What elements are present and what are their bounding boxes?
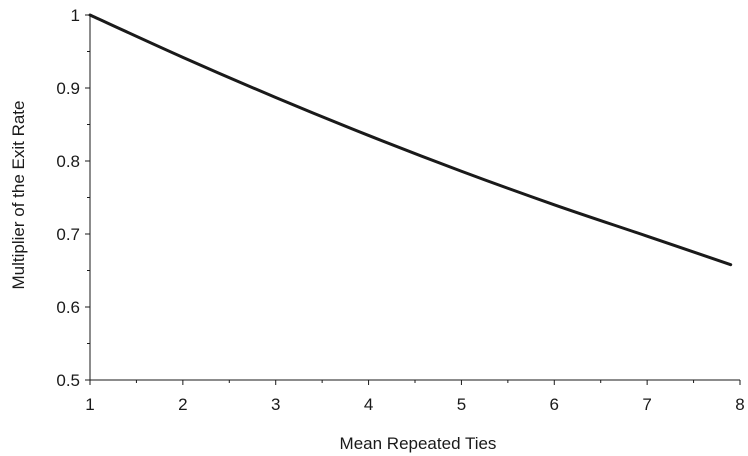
tick-marks xyxy=(85,14,741,385)
x-tick-label-6: 6 xyxy=(550,395,559,414)
x-tick-label-3: 3 xyxy=(271,395,280,414)
y-tick-label-0.7: 0.7 xyxy=(56,225,80,244)
x-tick-label-2: 2 xyxy=(178,395,187,414)
y-axis-title: Multiplier of the Exit Rate xyxy=(9,101,28,290)
y-tick-label-0.9: 0.9 xyxy=(56,79,80,98)
y-tick-label-0.8: 0.8 xyxy=(56,152,80,171)
series xyxy=(88,13,733,267)
x-tick-label-4: 4 xyxy=(364,395,373,414)
x-axis-title: Mean Repeated Ties xyxy=(340,434,497,453)
x-tick-label-1: 1 xyxy=(85,395,94,414)
x-tick-label-8: 8 xyxy=(735,395,744,414)
axes xyxy=(89,15,740,381)
y-tick-label-0.5: 0.5 xyxy=(56,371,80,390)
y-tick-label-1: 1 xyxy=(71,6,80,25)
x-tick-label-7: 7 xyxy=(642,395,651,414)
y-tick-label-0.6: 0.6 xyxy=(56,298,80,317)
x-tick-label-5: 5 xyxy=(457,395,466,414)
tick-labels: 1 2 3 4 5 6 7 8 0.5 0.6 0.7 0.8 0.9 1 xyxy=(56,6,744,414)
series-line-0 xyxy=(88,13,733,267)
